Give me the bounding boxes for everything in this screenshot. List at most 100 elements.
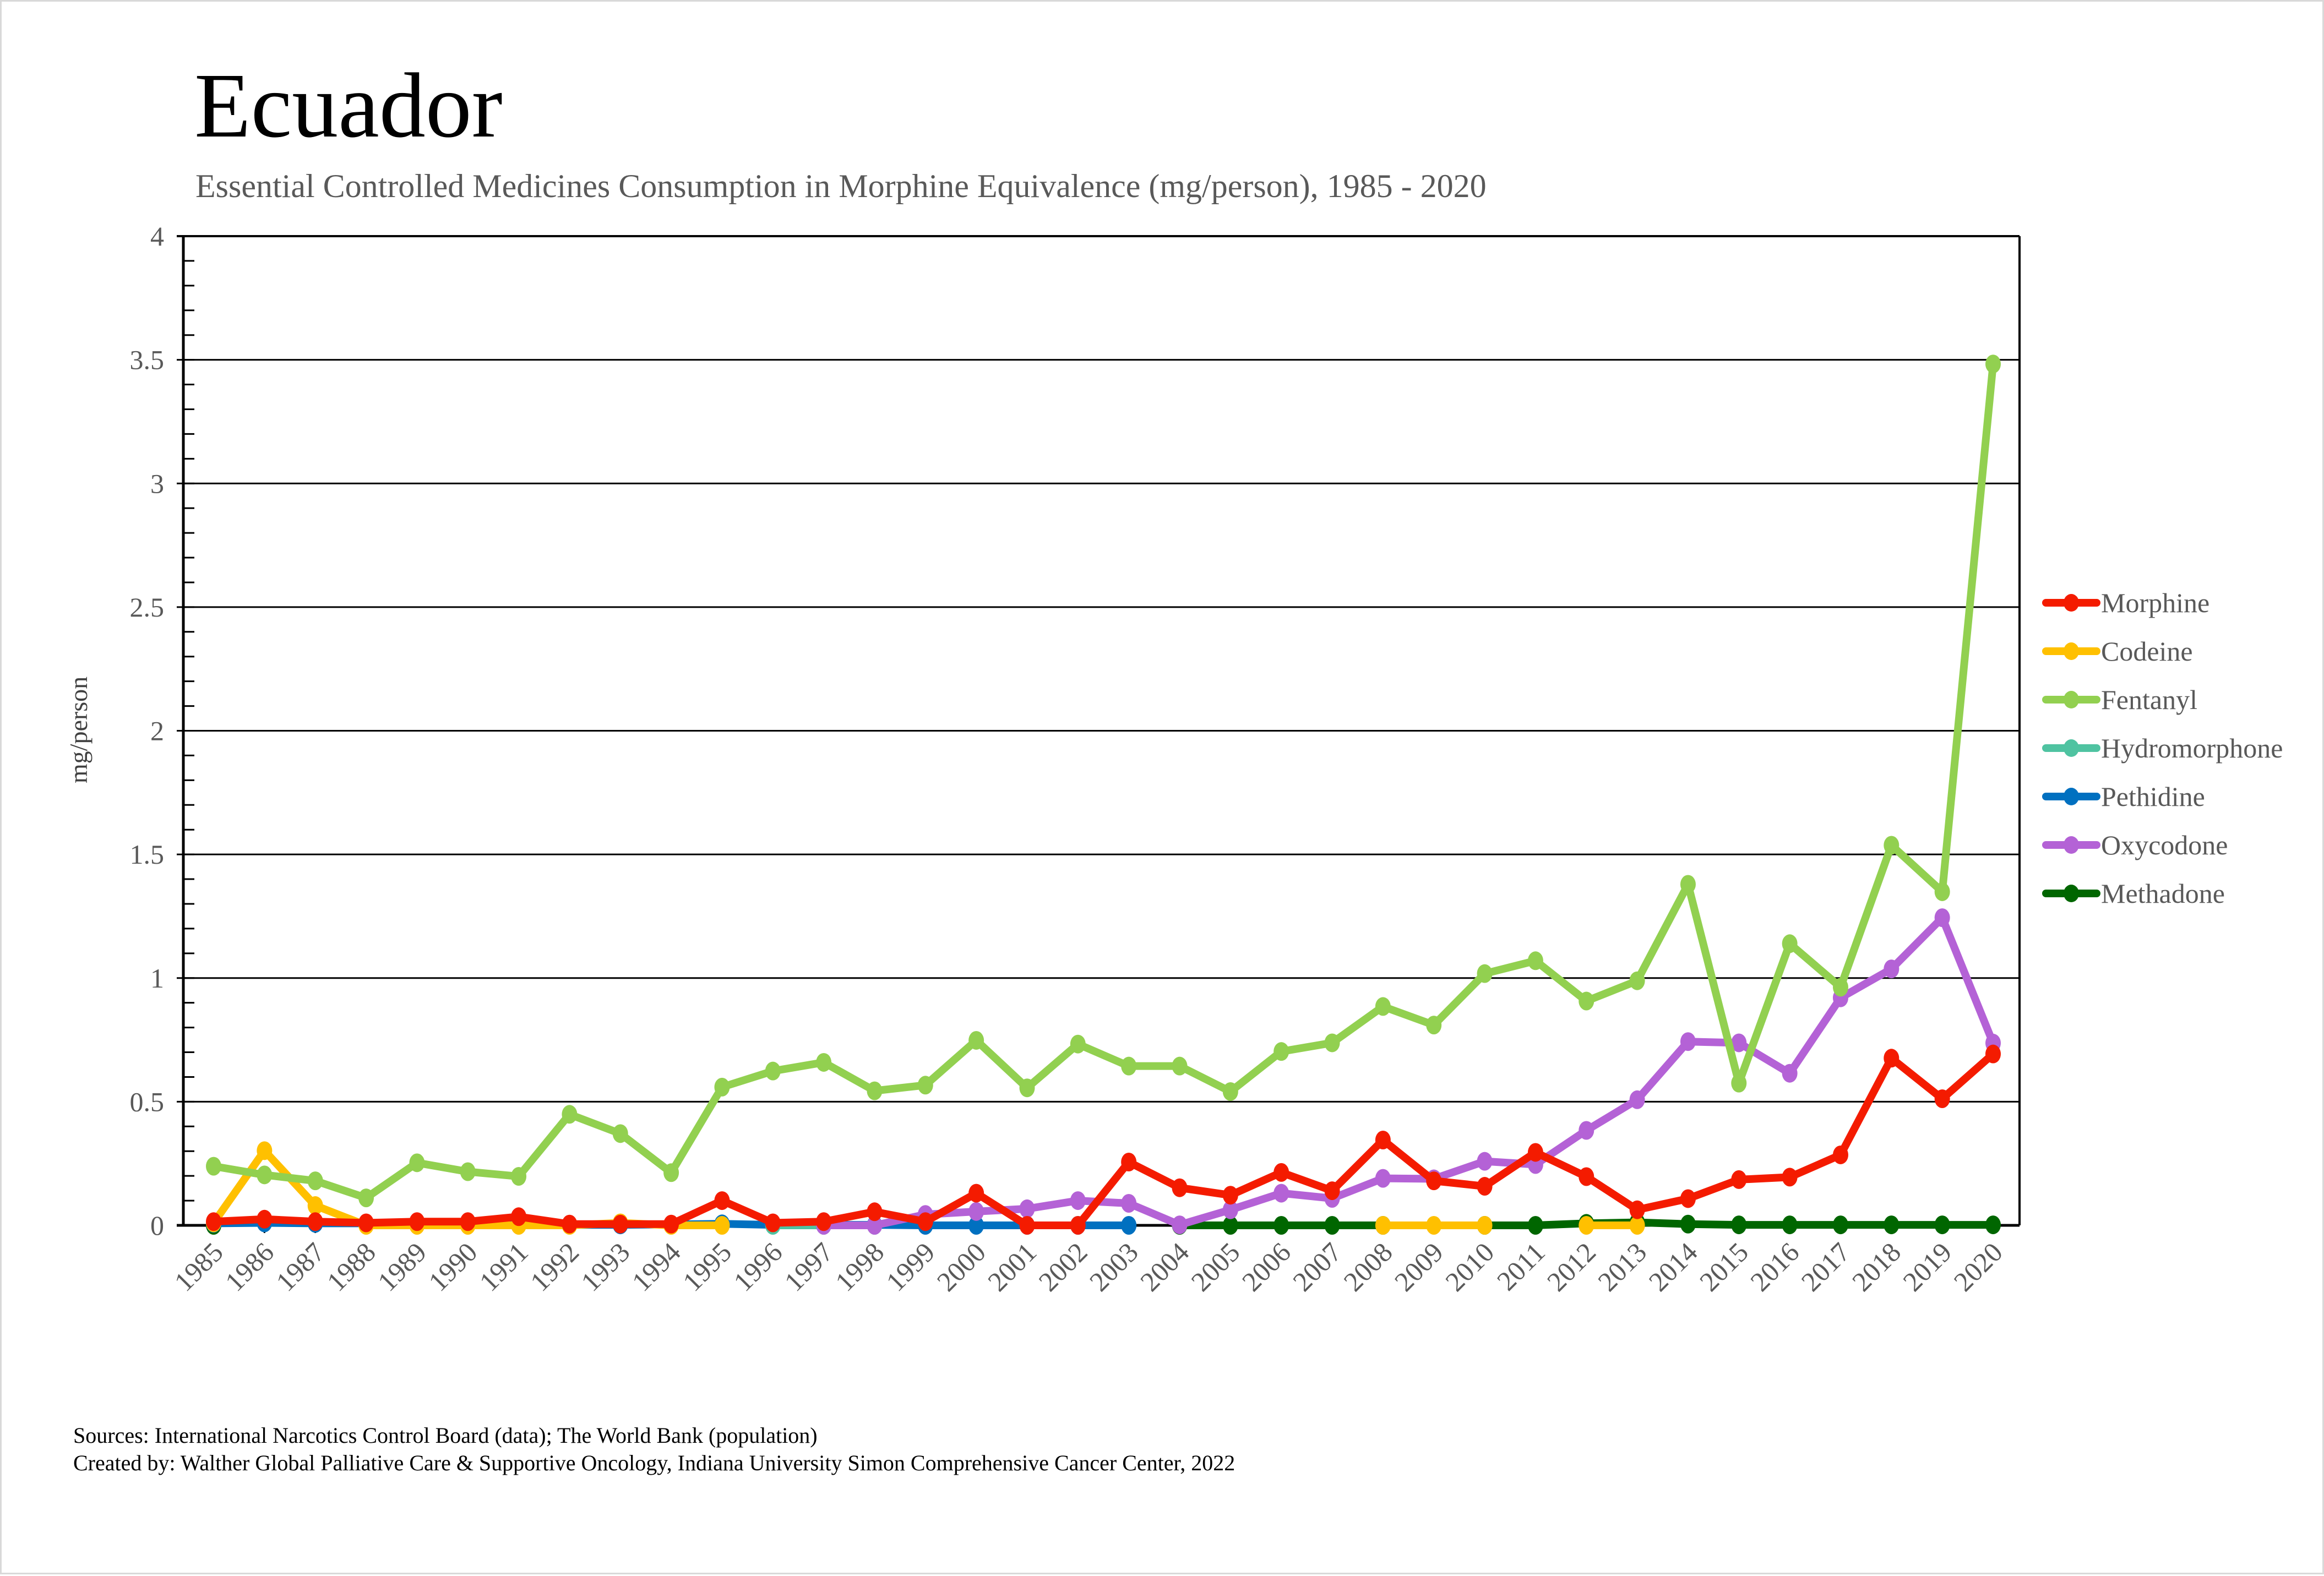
- data-point-morphine: [714, 1191, 730, 1210]
- y-tick-label: 2.5: [130, 592, 165, 623]
- data-point-fentanyl: [1527, 951, 1543, 970]
- legend-item-codeine: Codeine: [2042, 636, 2193, 667]
- y-axis: 0 0.5 1 1.5 2 2.5 3 3.5 4: [130, 221, 194, 1241]
- data-point-oxycodone: [968, 1202, 984, 1221]
- y-axis-title: mg/person: [64, 677, 92, 783]
- x-tick-label: 1990: [422, 1236, 483, 1297]
- legend-label: Pethidine: [2101, 781, 2205, 812]
- data-point-oxycodone: [1731, 1033, 1747, 1053]
- data-point-fentanyl: [1477, 964, 1493, 983]
- x-tick-label: 2011: [1491, 1236, 1551, 1296]
- data-point-morphine: [1426, 1171, 1442, 1191]
- y-tick-label: 1.5: [130, 839, 165, 870]
- data-point-fentanyl: [409, 1153, 425, 1173]
- data-point-codeine: [1375, 1216, 1391, 1235]
- data-point-methadone: [1273, 1216, 1289, 1235]
- data-point-morphine: [1832, 1145, 1848, 1164]
- x-tick-label: 1999: [880, 1236, 940, 1297]
- x-tick-label: 1987: [270, 1236, 330, 1297]
- data-point-morphine: [968, 1184, 984, 1203]
- data-point-pethidine: [968, 1216, 984, 1235]
- x-tick-label: 2014: [1642, 1236, 1703, 1297]
- series-oxycodone: [816, 908, 2001, 1235]
- data-point-morphine: [1121, 1152, 1137, 1171]
- data-point-oxycodone: [1680, 1032, 1696, 1051]
- legend-item-morphine: Morphine: [2042, 587, 2209, 618]
- data-point-oxycodone: [1172, 1215, 1188, 1235]
- y-tick-label: 0: [150, 1210, 164, 1241]
- data-point-fentanyl: [1273, 1042, 1289, 1061]
- data-point-fentanyl: [1629, 971, 1645, 990]
- data-point-morphine: [867, 1202, 883, 1221]
- data-point-morphine: [1019, 1216, 1035, 1235]
- data-point-codeine: [714, 1216, 730, 1235]
- data-point-oxycodone: [1884, 959, 1900, 979]
- data-point-fentanyl: [612, 1124, 628, 1143]
- data-point-fentanyl: [867, 1081, 883, 1100]
- x-tick-label: 2006: [1236, 1236, 1297, 1297]
- legend-item-methadone: Methadone: [2042, 878, 2225, 909]
- data-point-morphine: [1680, 1189, 1696, 1208]
- legend-marker-icon: [2064, 594, 2079, 612]
- data-point-fentanyl: [1680, 875, 1696, 894]
- legend-item-oxycodone: Oxycodone: [2042, 830, 2228, 860]
- x-tick-label: 1993: [575, 1236, 635, 1297]
- legend-marker-icon: [2064, 836, 2079, 854]
- x-tick-label: 2013: [1592, 1236, 1652, 1297]
- data-point-fentanyl: [460, 1162, 476, 1181]
- legend-label: Methadone: [2101, 878, 2225, 909]
- data-point-fentanyl: [307, 1171, 323, 1191]
- series-fentanyl: [206, 355, 2001, 1208]
- data-point-fentanyl: [1579, 991, 1594, 1011]
- data-point-oxycodone: [1579, 1121, 1594, 1140]
- data-point-fentanyl: [206, 1157, 221, 1176]
- data-point-fentanyl: [1832, 978, 1848, 997]
- x-tick-label: 1998: [829, 1236, 890, 1297]
- x-tick-label: 2019: [1897, 1236, 1957, 1297]
- data-point-fentanyl: [765, 1061, 781, 1081]
- y-tick-label: 1: [150, 963, 164, 994]
- data-point-morphine: [1884, 1049, 1900, 1068]
- data-point-oxycodone: [1629, 1090, 1645, 1109]
- data-point-morphine: [1527, 1143, 1543, 1162]
- data-point-oxycodone: [1121, 1194, 1137, 1213]
- legend-label: Morphine: [2101, 587, 2209, 618]
- data-point-morphine: [765, 1213, 781, 1233]
- x-tick-label: 2020: [1947, 1236, 2008, 1297]
- gridlines: [177, 235, 2021, 1225]
- data-point-morphine: [1985, 1044, 2001, 1064]
- data-point-fentanyl: [257, 1165, 273, 1185]
- y-tick-label: 2: [150, 716, 164, 746]
- data-point-methadone: [1934, 1215, 1950, 1235]
- data-point-methadone: [1985, 1215, 2001, 1235]
- data-point-fentanyl: [1070, 1034, 1086, 1054]
- data-point-morphine: [1273, 1163, 1289, 1182]
- x-axis: 1985198619871988198919901991199219931994…: [168, 1224, 2020, 1297]
- series-morphine: [206, 1044, 2001, 1235]
- x-tick-label: 1991: [473, 1236, 534, 1297]
- data-point-methadone: [1731, 1215, 1747, 1235]
- data-point-fentanyl: [1934, 882, 1950, 901]
- x-tick-label: 2010: [1439, 1236, 1500, 1297]
- data-point-oxycodone: [1019, 1199, 1035, 1218]
- data-point-methadone: [1527, 1216, 1543, 1235]
- x-tick-label: 1986: [219, 1236, 280, 1297]
- data-point-fentanyl: [816, 1053, 832, 1072]
- series-line-oxycodone: [824, 914, 1997, 1229]
- data-point-fentanyl: [1172, 1056, 1188, 1076]
- legend-item-fentanyl: Fentanyl: [2042, 684, 2197, 715]
- data-point-morphine: [816, 1212, 832, 1231]
- legend: Morphine Codeine Fentanyl Hydromorphone Peth…: [2042, 587, 2283, 909]
- data-point-morphine: [612, 1214, 628, 1234]
- data-point-morphine: [1731, 1170, 1747, 1189]
- data-point-methadone: [1782, 1215, 1798, 1235]
- series-line-fentanyl: [213, 363, 1997, 1202]
- data-point-fentanyl: [358, 1188, 374, 1208]
- data-point-methadone: [1884, 1215, 1900, 1235]
- data-point-fentanyl: [1985, 355, 2001, 374]
- data-point-morphine: [511, 1207, 527, 1226]
- data-point-methadone: [1222, 1216, 1238, 1235]
- data-point-methadone: [1324, 1216, 1340, 1235]
- x-tick-label: 2015: [1694, 1236, 1754, 1297]
